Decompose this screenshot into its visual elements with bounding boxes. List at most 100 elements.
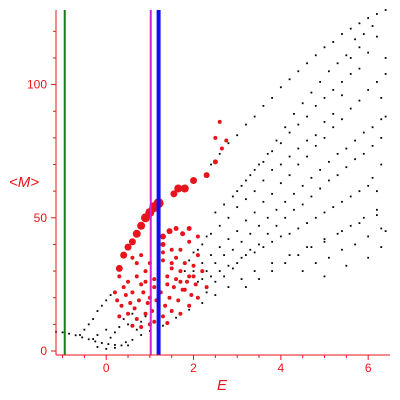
data-point	[144, 315, 147, 318]
data-point	[122, 318, 125, 320]
data-point	[223, 275, 225, 278]
data-point	[384, 230, 387, 233]
data-point	[109, 294, 112, 296]
data-point	[323, 238, 326, 241]
data-point	[384, 115, 387, 118]
data-point	[196, 280, 199, 283]
data-point	[327, 160, 330, 163]
data-point	[231, 267, 234, 270]
data-point	[187, 239, 192, 244]
data-point	[201, 262, 204, 264]
series-black-points	[55, 9, 387, 350]
data-point	[145, 301, 150, 306]
data-point	[191, 274, 196, 279]
data-point	[310, 195, 313, 198]
data-point	[262, 160, 265, 163]
data-point	[214, 262, 217, 264]
data-point	[162, 324, 164, 327]
data-point	[61, 331, 64, 334]
data-point	[152, 277, 157, 282]
data-point	[284, 126, 287, 129]
data-point	[105, 347, 108, 350]
data-point	[187, 303, 192, 308]
data-point	[293, 208, 295, 211]
data-point	[354, 158, 356, 161]
data-point	[384, 73, 387, 75]
data-point	[214, 280, 217, 283]
data-point	[253, 115, 256, 118]
data-point	[258, 278, 260, 280]
data-point	[178, 279, 183, 284]
data-point	[262, 105, 265, 107]
data-point	[130, 255, 135, 260]
data-point	[301, 270, 304, 272]
y-tick-label: 50	[34, 211, 48, 225]
data-point	[214, 211, 217, 214]
data-point	[128, 238, 136, 246]
data-point	[135, 328, 138, 331]
data-point	[143, 311, 148, 316]
data-point	[131, 312, 134, 315]
data-point	[119, 303, 124, 308]
data-point	[380, 227, 383, 230]
data-point	[349, 27, 352, 30]
data-point	[218, 152, 221, 155]
data-point	[140, 320, 143, 323]
data-point	[310, 246, 313, 249]
data-point	[180, 231, 186, 237]
data-point	[178, 311, 183, 316]
data-point	[271, 192, 274, 195]
data-point	[213, 135, 218, 140]
data-point	[358, 99, 361, 102]
data-point	[178, 269, 183, 274]
data-point	[240, 184, 243, 187]
data-point	[362, 33, 365, 35]
data-point	[367, 235, 370, 238]
data-point	[189, 293, 194, 298]
data-point	[160, 314, 165, 319]
data-point	[169, 247, 174, 252]
data-point	[160, 241, 166, 247]
data-point	[288, 131, 291, 134]
data-point	[358, 190, 361, 193]
data-point	[354, 38, 356, 41]
data-point	[376, 214, 378, 217]
data-point	[262, 179, 265, 182]
data-point	[323, 275, 326, 278]
data-point	[201, 278, 204, 280]
data-point	[128, 301, 133, 306]
data-point	[180, 184, 189, 193]
data-point	[332, 206, 335, 209]
data-point	[314, 216, 317, 219]
data-point	[163, 303, 168, 308]
data-point	[81, 336, 84, 339]
data-point	[184, 279, 189, 284]
data-point	[200, 269, 205, 274]
data-point	[371, 144, 374, 147]
data-point	[115, 264, 123, 272]
data-point	[253, 270, 256, 272]
data-point	[249, 232, 252, 235]
data-point	[92, 318, 95, 320]
data-point	[100, 342, 103, 344]
data-point	[275, 139, 278, 142]
data-point	[152, 285, 157, 290]
data-point	[245, 286, 247, 288]
data-point	[380, 246, 383, 249]
data-point	[137, 221, 146, 230]
series-red-points	[112, 119, 229, 331]
data-point	[132, 229, 141, 238]
data-point	[306, 155, 308, 158]
data-point	[176, 298, 181, 303]
data-point	[253, 190, 256, 193]
data-point	[193, 282, 198, 287]
data-point	[139, 325, 144, 330]
data-point	[327, 256, 330, 259]
data-point	[236, 262, 239, 264]
data-point	[367, 256, 370, 259]
data-point	[123, 293, 128, 298]
data-point	[240, 256, 243, 259]
data-point	[275, 224, 278, 227]
data-point	[130, 323, 135, 328]
data-point	[165, 321, 170, 326]
